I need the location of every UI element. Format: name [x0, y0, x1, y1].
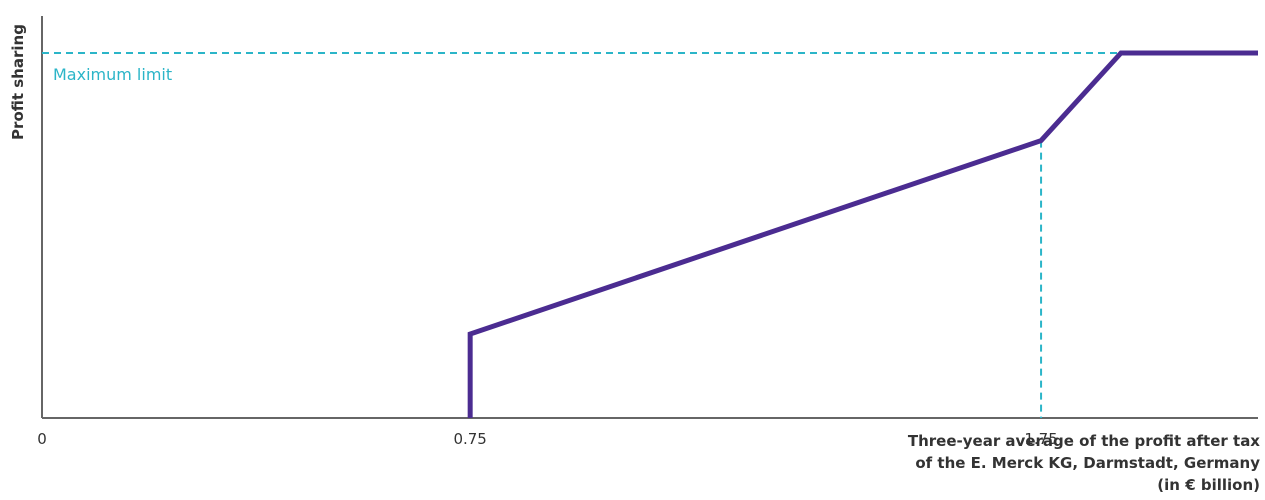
x-tick-label-2: 1.75: [1024, 430, 1057, 448]
series-line-0: [467, 50, 1258, 418]
x-axis-label-line-2: of the E. Merck KG, Darmstadt, Germany: [915, 454, 1260, 472]
y-axis-label: Profit sharing: [9, 24, 27, 140]
x-tick-layer: 0 0.75 1.75: [37, 430, 1058, 448]
x-tick-label-0: 0: [37, 430, 47, 448]
maximum-limit-label: Maximum limit: [53, 65, 172, 84]
series-layer: [467, 50, 1258, 418]
x-tick-label-1: 0.75: [453, 430, 486, 448]
x-axis-label-line-1: Three-year average of the profit after t…: [908, 432, 1260, 450]
x-axis-label-line-3: (in € billion): [1157, 476, 1260, 494]
